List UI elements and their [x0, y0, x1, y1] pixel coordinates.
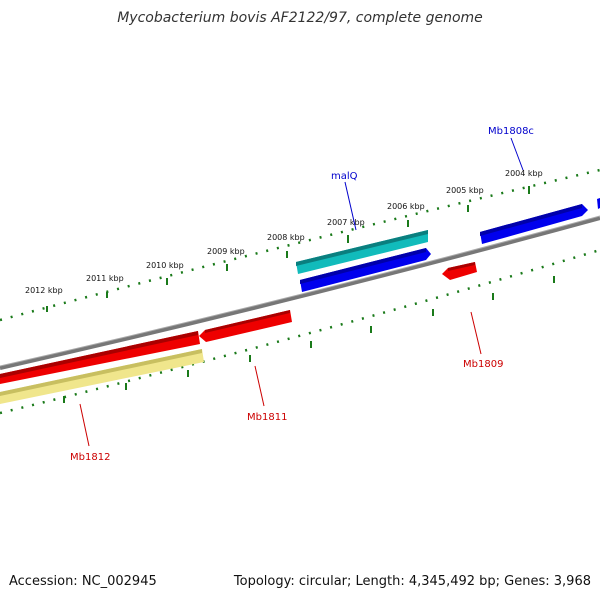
gene-label-malQ: malQ	[331, 171, 358, 182]
kbp-label: 2008 kbp	[267, 233, 305, 242]
gene-label-Mb1811: Mb1811	[247, 412, 287, 423]
genome-summary-text: Topology: circular; Length: 4,345,492 bp…	[233, 574, 591, 589]
genome-backbone	[0, 216, 600, 370]
kbp-label: 2004 kbp	[505, 169, 543, 178]
accession-text: Accession: NC_002945	[9, 574, 157, 589]
kbp-label: 2007 kbp	[327, 218, 365, 227]
kbp-label: 2011 kbp	[86, 274, 124, 283]
inner-major-ticks	[63, 276, 555, 403]
kbp-label: 2005 kbp	[446, 186, 484, 195]
kbp-label: 2006 kbp	[387, 202, 425, 211]
gene-Mb1808c[interactable]	[480, 204, 588, 244]
map-title: Mycobacterium bovis AF2122/97, complete …	[117, 10, 483, 26]
kbp-label: 2009 kbp	[207, 247, 245, 256]
outer-tick-ring	[0, 168, 600, 322]
inner-tick-ring	[0, 248, 600, 415]
gene-label-Mb1812: Mb1812	[70, 452, 110, 463]
gene-partial-edge[interactable]	[597, 198, 600, 209]
kbp-label: 2012 kbp	[25, 286, 63, 295]
callout-lines	[79, 137, 524, 447]
gene-label-Mb1808c: Mb1808c	[488, 126, 534, 137]
outer-major-ticks	[46, 186, 530, 312]
kbp-label: 2010 kbp	[146, 261, 184, 270]
gene-label-Mb1809: Mb1809	[463, 359, 503, 370]
